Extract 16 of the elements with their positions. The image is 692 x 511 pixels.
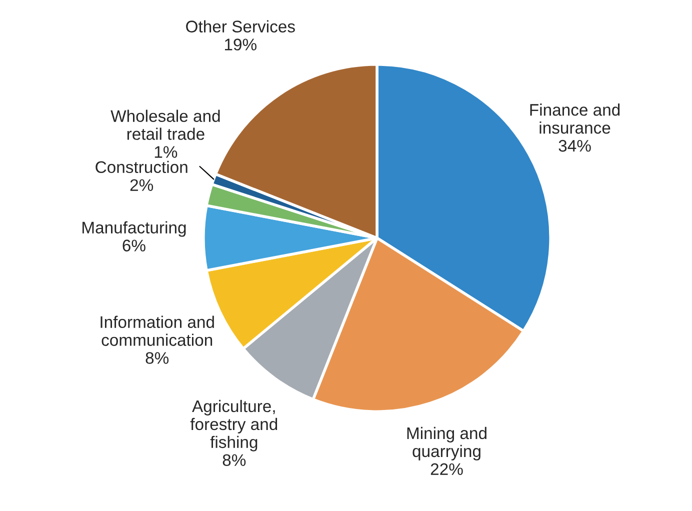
slice-label: Finance and insurance [530, 104, 620, 134]
data-label: 19% [224, 38, 256, 50]
slice-label: Other Services [186, 20, 295, 32]
data-label: 34% [558, 140, 591, 152]
data-label: 1% [154, 146, 178, 158]
data-label: 6% [122, 240, 146, 252]
data-label: 8% [146, 352, 169, 364]
slice-label: Manufacturing [82, 221, 186, 237]
slice-label: Information and communication [100, 316, 214, 346]
slice-label: Wholesale and retail trade [110, 110, 220, 140]
slice-label: Mining and quarrying [407, 426, 486, 460]
slice-label: Construction [96, 160, 188, 174]
data-label: 2% [130, 179, 154, 191]
slice-label: Agriculture, forestry and fishing [190, 400, 278, 452]
data-label: 22% [430, 463, 463, 475]
data-label: 8% [222, 454, 246, 466]
